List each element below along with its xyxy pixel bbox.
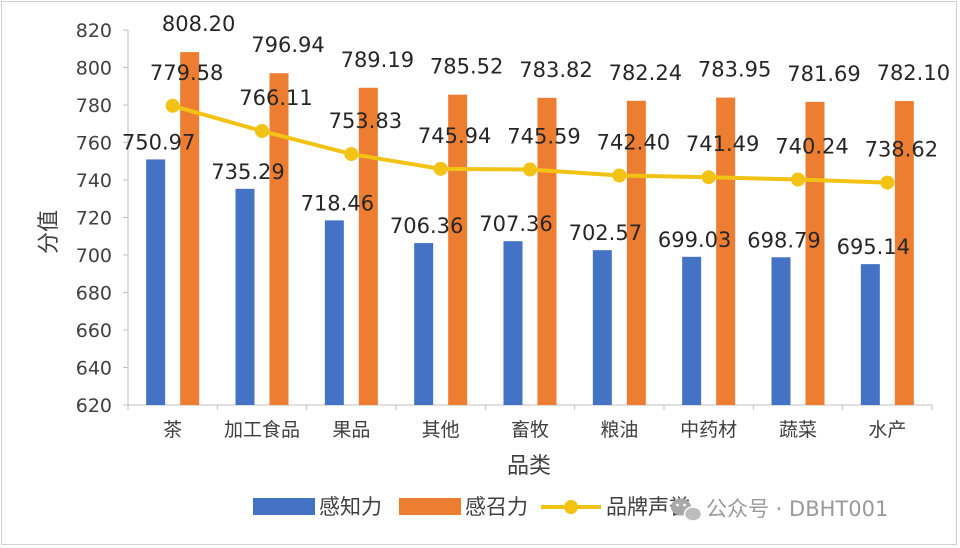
legend-swatch-series-1 (253, 498, 315, 515)
line-point (344, 147, 359, 162)
x-axis-title: 品类 (507, 454, 551, 479)
y-tick-label: 720 (76, 208, 112, 230)
bar-series-1 (682, 256, 702, 405)
bar-series-1 (771, 257, 791, 405)
watermark-text: 公众号 · DBHT001 (706, 497, 888, 521)
data-label-series-1: 735.29 (211, 160, 284, 184)
data-label-series-1: 702.57 (569, 221, 642, 245)
legend: 感知力 感召力 品牌声誉 (253, 495, 690, 519)
data-label-series-1: 718.46 (301, 191, 374, 215)
legend-label-series-2: 感召力 (465, 495, 528, 519)
x-tick-label: 加工食品 (224, 419, 300, 441)
x-tick-label: 果品 (332, 419, 370, 441)
data-label-series-2: 808.20 (162, 12, 235, 36)
data-label-series-1: 706.36 (390, 214, 463, 238)
axes: 620 640 660 680 700 720 740 760 780 800 820 茶 加工食品 果品… (76, 20, 933, 441)
y-tick-label: 680 (76, 283, 112, 305)
data-label-series-2: 789.19 (341, 48, 414, 72)
data-label-series-1: 707.36 (479, 212, 552, 236)
bars (146, 52, 914, 406)
bar-series-1 (860, 264, 880, 405)
bar-series-2 (805, 101, 825, 406)
line-point (880, 175, 895, 190)
line-point (165, 98, 180, 113)
data-labels: 750.97 735.29 718.46 706.36 707.36 702.57 699.… (122, 12, 950, 259)
y-tick-label: 820 (76, 20, 112, 42)
bar-series-1 (414, 243, 434, 405)
x-tick-label: 畜牧 (511, 419, 549, 441)
x-tick-label: 粮油 (600, 419, 638, 441)
bar-series-1 (235, 188, 255, 405)
data-label-series-2: 783.82 (519, 58, 592, 82)
y-tick-label: 660 (76, 320, 112, 342)
y-tick-label: 640 (76, 358, 112, 380)
watermark: 公众号 · DBHT001 (671, 497, 888, 522)
bar-series-2 (716, 97, 736, 405)
bar-series-1 (503, 241, 523, 405)
x-tick-label: 中药材 (680, 419, 737, 441)
wechat-icon (671, 498, 703, 522)
y-tick-label: 780 (76, 95, 112, 117)
y-tick-label: 800 (76, 58, 112, 80)
data-label-series-3: 779.58 (150, 61, 223, 85)
data-label-series-3: 738.62 (865, 138, 938, 162)
bar-series-1 (324, 220, 344, 405)
data-label-series-2: 796.94 (251, 33, 324, 57)
data-label-series-2: 783.95 (698, 58, 771, 82)
data-label-series-1: 695.14 (837, 235, 910, 259)
y-tick-label: 700 (76, 245, 112, 267)
line-point (433, 161, 448, 176)
bar-series-2 (537, 97, 557, 406)
legend-swatch-series-2 (399, 498, 461, 515)
data-label-series-1: 750.97 (122, 130, 195, 154)
legend-marker-series-3 (564, 500, 578, 514)
y-axis-title: 分值 (37, 210, 62, 254)
data-label-series-3: 740.24 (775, 135, 848, 159)
bar-series-2 (180, 52, 200, 405)
line-point (523, 162, 537, 177)
line-point (612, 168, 627, 183)
bar-series-2 (448, 94, 468, 406)
bar-series-1 (146, 159, 166, 405)
data-label-series-3: 745.59 (507, 125, 580, 149)
y-tick-label: 620 (76, 395, 112, 417)
data-label-series-3: 741.49 (686, 132, 759, 156)
data-label-series-2: 781.69 (787, 62, 860, 86)
data-label-series-3: 745.94 (418, 124, 491, 148)
line-point (701, 170, 716, 185)
legend-label-series-1: 感知力 (319, 495, 382, 519)
data-label-series-1: 698.79 (747, 228, 820, 252)
line-point (255, 124, 269, 139)
data-label-series-1: 699.03 (658, 228, 731, 252)
data-label-series-3: 766.11 (239, 86, 312, 110)
x-tick-label: 茶 (163, 419, 182, 441)
data-label-series-3: 742.40 (597, 131, 670, 155)
data-label-series-2: 785.52 (430, 55, 503, 79)
x-tick-label: 水产 (868, 419, 906, 441)
data-label-series-2: 782.24 (609, 61, 682, 85)
x-tick-label: 其他 (422, 419, 460, 441)
bar-series-1 (592, 250, 612, 405)
line-point (791, 172, 805, 187)
line-series (165, 98, 895, 190)
y-tick-label: 740 (76, 170, 112, 192)
bar-series-2 (358, 87, 378, 406)
data-label-series-3: 753.83 (329, 109, 402, 133)
y-tick-label: 760 (76, 133, 112, 155)
data-label-series-2: 782.10 (877, 61, 950, 85)
bar-series-2 (269, 73, 289, 406)
bar-series-2 (894, 101, 914, 405)
x-tick-label: 蔬菜 (779, 419, 817, 441)
